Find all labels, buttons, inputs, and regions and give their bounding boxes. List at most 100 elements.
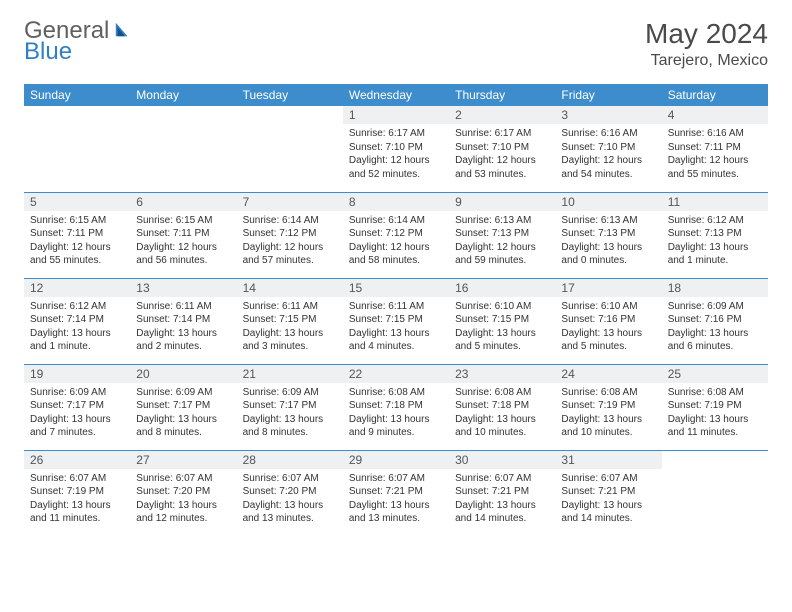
daylight-text: Daylight: 13 hours and 5 minutes. — [561, 327, 655, 354]
calendar-cell: 21Sunrise: 6:09 AMSunset: 7:17 PMDayligh… — [237, 364, 343, 450]
day-details: Sunrise: 6:09 AMSunset: 7:17 PMDaylight:… — [130, 383, 236, 442]
sunrise-text: Sunrise: 6:15 AM — [136, 214, 230, 228]
day-details: Sunrise: 6:08 AMSunset: 7:18 PMDaylight:… — [343, 383, 449, 442]
calendar-week-row: 19Sunrise: 6:09 AMSunset: 7:17 PMDayligh… — [24, 364, 768, 450]
sunset-text: Sunset: 7:20 PM — [136, 485, 230, 499]
daylight-text: Daylight: 12 hours and 55 minutes. — [668, 154, 762, 181]
day-details: Sunrise: 6:16 AMSunset: 7:11 PMDaylight:… — [662, 124, 768, 183]
sunset-text: Sunset: 7:21 PM — [561, 485, 655, 499]
day-number — [24, 106, 130, 124]
daylight-text: Daylight: 13 hours and 6 minutes. — [668, 327, 762, 354]
weekday-header: Wednesday — [343, 84, 449, 106]
sunrise-text: Sunrise: 6:10 AM — [455, 300, 549, 314]
daylight-text: Daylight: 13 hours and 7 minutes. — [30, 413, 124, 440]
day-details: Sunrise: 6:09 AMSunset: 7:17 PMDaylight:… — [237, 383, 343, 442]
day-number: 14 — [237, 279, 343, 297]
weekday-header: Friday — [555, 84, 661, 106]
sunrise-text: Sunrise: 6:07 AM — [243, 472, 337, 486]
day-number: 8 — [343, 193, 449, 211]
sunrise-text: Sunrise: 6:13 AM — [561, 214, 655, 228]
sunrise-text: Sunrise: 6:14 AM — [349, 214, 443, 228]
calendar-cell: 23 Sunrise: 6:08 AMSunset: 7:18 PMDayligh… — [449, 364, 555, 450]
day-number: 17 — [555, 279, 661, 297]
day-number: 25 — [662, 365, 768, 383]
sunrise-text: Sunrise: 6:17 AM — [455, 127, 549, 141]
daylight-text: Daylight: 13 hours and 2 minutes. — [136, 327, 230, 354]
calendar-cell: 15Sunrise: 6:11 AMSunset: 7:15 PMDayligh… — [343, 278, 449, 364]
sunrise-text: Sunrise: 6:07 AM — [136, 472, 230, 486]
sunrise-text: Sunrise: 6:11 AM — [349, 300, 443, 314]
calendar-cell — [130, 106, 236, 192]
calendar-cell: 1Sunrise: 6:17 AMSunset: 7:10 PMDaylight… — [343, 106, 449, 192]
sunrise-text: Sunrise: 6:12 AM — [668, 214, 762, 228]
calendar-cell: 11Sunrise: 6:12 AMSunset: 7:13 PMDayligh… — [662, 192, 768, 278]
sunset-text: Sunset: 7:17 PM — [243, 399, 337, 413]
day-details: Sunrise: 6:07 AMSunset: 7:21 PMDaylight:… — [343, 469, 449, 528]
calendar-cell: 19Sunrise: 6:09 AMSunset: 7:17 PMDayligh… — [24, 364, 130, 450]
sunset-text: Sunset: 7:16 PM — [668, 313, 762, 327]
weekday-header: Monday — [130, 84, 236, 106]
day-number: 24 — [555, 365, 661, 383]
day-details: Sunrise: 6:11 AMSunset: 7:15 PMDaylight:… — [237, 297, 343, 356]
sunset-text: Sunset: 7:10 PM — [561, 141, 655, 155]
sunrise-text: Sunrise: 6:12 AM — [30, 300, 124, 314]
day-details: Sunrise: 6:15 AMSunset: 7:11 PMDaylight:… — [130, 211, 236, 270]
daylight-text: Daylight: 13 hours and 14 minutes. — [455, 499, 549, 526]
sunrise-text: Sunrise: 6:09 AM — [30, 386, 124, 400]
sunset-text: Sunset: 7:13 PM — [668, 227, 762, 241]
sunset-text: Sunset: 7:14 PM — [136, 313, 230, 327]
sunset-text: Sunset: 7:20 PM — [243, 485, 337, 499]
day-details: Sunrise: 6:07 AMSunset: 7:21 PMDaylight:… — [555, 469, 661, 528]
day-number: 29 — [343, 451, 449, 469]
sunrise-text: Sunrise: 6:15 AM — [30, 214, 124, 228]
sunset-text: Sunset: 7:15 PM — [349, 313, 443, 327]
day-number: 23 — [449, 365, 555, 383]
sunset-text: Sunset: 7:18 PM — [349, 399, 443, 413]
calendar-cell: 22Sunrise: 6:08 AMSunset: 7:18 PMDayligh… — [343, 364, 449, 450]
day-number: 1 — [343, 106, 449, 124]
sunset-text: Sunset: 7:14 PM — [30, 313, 124, 327]
sunset-text: Sunset: 7:11 PM — [30, 227, 124, 241]
sunset-text: Sunset: 7:12 PM — [243, 227, 337, 241]
sunset-text: Sunset: 7:18 PM — [455, 399, 549, 413]
day-number: 3 — [555, 106, 661, 124]
daylight-text: Daylight: 13 hours and 12 minutes. — [136, 499, 230, 526]
calendar-cell: 24Sunrise: 6:08 AMSunset: 7:19 PMDayligh… — [555, 364, 661, 450]
day-number: 28 — [237, 451, 343, 469]
daylight-text: Daylight: 13 hours and 13 minutes. — [243, 499, 337, 526]
location-label: Tarejero, Mexico — [645, 52, 768, 70]
logo-sail-icon — [113, 18, 133, 43]
daylight-text: Daylight: 13 hours and 14 minutes. — [561, 499, 655, 526]
calendar-cell: 26Sunrise: 6:07 AMSunset: 7:19 PMDayligh… — [24, 450, 130, 536]
sunset-text: Sunset: 7:10 PM — [349, 141, 443, 155]
day-number: 16 — [449, 279, 555, 297]
day-number: 15 — [343, 279, 449, 297]
sunset-text: Sunset: 7:17 PM — [30, 399, 124, 413]
calendar-cell: 12Sunrise: 6:12 AMSunset: 7:14 PMDayligh… — [24, 278, 130, 364]
daylight-text: Daylight: 13 hours and 11 minutes. — [668, 413, 762, 440]
sunset-text: Sunset: 7:19 PM — [668, 399, 762, 413]
daylight-text: Daylight: 13 hours and 10 minutes. — [455, 413, 549, 440]
daylight-text: Daylight: 13 hours and 0 minutes. — [561, 241, 655, 268]
day-details: Sunrise: 6:07 AMSunset: 7:20 PMDaylight:… — [130, 469, 236, 528]
daylight-text: Daylight: 13 hours and 1 minute. — [668, 241, 762, 268]
sunset-text: Sunset: 7:13 PM — [561, 227, 655, 241]
calendar-week-row: 12Sunrise: 6:12 AMSunset: 7:14 PMDayligh… — [24, 278, 768, 364]
sunrise-text: Sunrise: 6:11 AM — [243, 300, 337, 314]
day-details: Sunrise: 6:11 AMSunset: 7:14 PMDaylight:… — [130, 297, 236, 356]
sunset-text: Sunset: 7:16 PM — [561, 313, 655, 327]
sunrise-text: Sunrise: 6:08 AM — [561, 386, 655, 400]
day-details: Sunrise: 6:15 AMSunset: 7:11 PMDaylight:… — [24, 211, 130, 270]
day-details: Sunrise: 6:10 AMSunset: 7:15 PMDaylight:… — [449, 297, 555, 356]
day-details: Sunrise: 6:08 AMSunset: 7:19 PMDaylight:… — [662, 383, 768, 442]
sunrise-text: Sunrise: 6:09 AM — [668, 300, 762, 314]
month-title: May 2024 — [645, 18, 768, 50]
day-details: Sunrise: 6:13 AMSunset: 7:13 PMDaylight:… — [449, 211, 555, 270]
sunrise-text: Sunrise: 6:08 AM — [455, 386, 549, 400]
sunrise-text: Sunrise: 6:08 AM — [349, 386, 443, 400]
day-details: Sunrise: 6:16 AMSunset: 7:10 PMDaylight:… — [555, 124, 661, 183]
daylight-text: Daylight: 13 hours and 3 minutes. — [243, 327, 337, 354]
day-details: Sunrise: 6:07 AMSunset: 7:21 PMDaylight:… — [449, 469, 555, 528]
day-number: 22 — [343, 365, 449, 383]
day-number: 4 — [662, 106, 768, 124]
